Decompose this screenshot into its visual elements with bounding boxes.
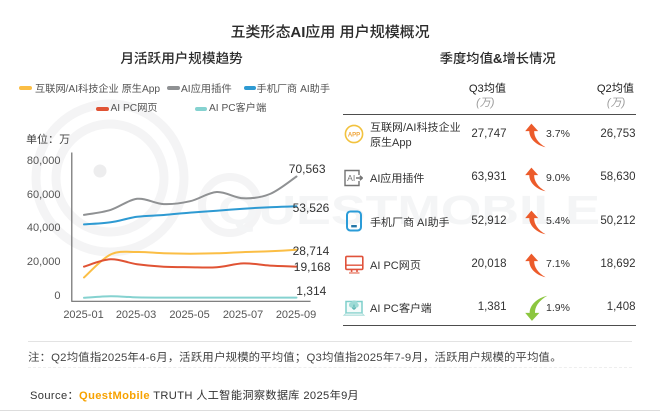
svg-text:APP: APP [348, 132, 360, 138]
svg-text:AI: AI [347, 173, 355, 183]
svg-text:QUESTMOBILE: QUESTMOBILE [218, 187, 600, 233]
